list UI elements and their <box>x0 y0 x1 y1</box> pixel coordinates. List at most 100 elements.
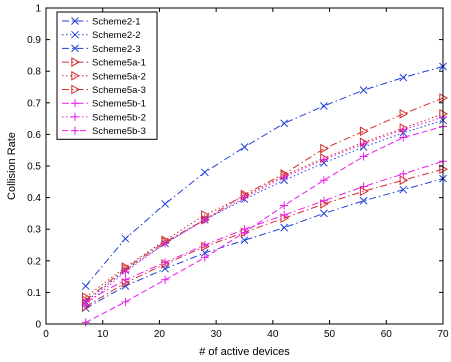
y-tick-label: 0.1 <box>27 288 41 299</box>
legend-label: Scheme5a-1 <box>92 58 146 69</box>
y-tick-label: 0.3 <box>27 225 41 236</box>
data-point-Scheme5a-1-49 <box>320 143 329 154</box>
series-layer <box>81 62 449 327</box>
series-line-Scheme5b-2 <box>85 116 444 306</box>
series-line-Scheme2-2 <box>85 119 444 303</box>
data-point-Scheme5b-3-7 <box>81 318 90 327</box>
data-point-Scheme5a-3-63 <box>399 175 409 186</box>
legend: Scheme2-1 Scheme2-2 Scheme2-3 Scheme5a-1 Sch… <box>56 11 158 140</box>
legend-entry-Scheme5b-3: Scheme5b-3 <box>62 126 146 137</box>
data-point-Scheme2-1-7 <box>81 282 90 290</box>
legend-entry-Scheme2-2: Scheme2-2 <box>62 30 141 41</box>
data-point-Scheme5b-3-28 <box>200 253 209 262</box>
legend-label: Scheme5b-1 <box>92 99 146 110</box>
data-point-Scheme5b-1-21 <box>161 258 170 267</box>
legend-swatch-marker <box>71 84 81 95</box>
x-tick-label: 50 <box>324 329 336 340</box>
data-point-Scheme5b-1-63 <box>399 169 408 178</box>
series-Scheme5b-2 <box>81 113 447 310</box>
data-point-Scheme2-3-42 <box>280 223 289 232</box>
data-point-Scheme5b-1-42 <box>280 210 289 219</box>
data-point-Scheme2-1-42 <box>280 119 289 128</box>
y-tick-label: 0.7 <box>27 98 41 109</box>
series-line-Scheme2-1 <box>85 65 444 287</box>
data-point-Scheme2-3-21 <box>161 264 169 273</box>
data-point-Scheme2-1-21 <box>161 200 169 208</box>
data-point-Scheme5b-2-56 <box>359 139 368 148</box>
x-tick-label: 10 <box>97 329 109 340</box>
x-tick-label: 30 <box>211 329 223 340</box>
data-point-Scheme5b-2-28 <box>200 215 209 224</box>
legend-entry-Scheme2-1: Scheme2-1 <box>62 17 141 28</box>
legend-label: Scheme5b-2 <box>92 112 146 123</box>
legend-swatch-marker <box>71 44 79 53</box>
x-tick-label: 70 <box>437 329 449 340</box>
data-point-Scheme5b-2-49 <box>319 155 328 164</box>
data-point-Scheme5b-1-56 <box>359 182 368 191</box>
y-axis-label: Collision Rate <box>6 132 18 200</box>
data-point-Scheme5b-3-42 <box>280 201 289 210</box>
data-point-Scheme2-1-35 <box>240 143 249 151</box>
x-tick-label: 0 <box>43 329 49 340</box>
y-tick-label: 0.2 <box>27 256 41 267</box>
y-tick-label: 0.9 <box>27 35 41 46</box>
series-line-Scheme5b-1 <box>85 160 444 303</box>
legend-swatch-marker <box>71 17 79 25</box>
data-point-Scheme2-1-28 <box>200 168 209 177</box>
legend-entry-Scheme5a-2: Scheme5a-2 <box>62 70 146 82</box>
legend-label: Scheme2-1 <box>92 17 141 28</box>
data-point-Scheme5b-2-14 <box>121 267 130 276</box>
legend-swatch-marker <box>71 30 79 39</box>
series-line-Scheme5a-3 <box>85 168 444 308</box>
legend-entry-Scheme5a-3: Scheme5a-3 <box>62 84 146 96</box>
data-point-Scheme5b-3-35 <box>240 228 249 237</box>
legend-swatch-marker <box>71 70 81 81</box>
data-point-Scheme5a-1-56 <box>359 126 369 137</box>
data-point-Scheme5b-3-21 <box>161 275 170 284</box>
data-point-Scheme2-3-63 <box>399 185 408 194</box>
legend-entry-Scheme5b-1: Scheme5b-1 <box>62 99 146 110</box>
series-line-Scheme2-3 <box>85 178 444 309</box>
y-tick-label: 0.5 <box>27 162 41 173</box>
legend-swatch-marker <box>71 112 79 121</box>
axes-layer: 0 10 20 30 40 50 60 70 0 0.1 0.2 0.3 0.4 0.5 0.6 0.7 0.8… <box>27 4 449 341</box>
data-point-Scheme2-1-56 <box>359 86 368 95</box>
y-tick-label: 0.4 <box>27 193 41 204</box>
data-point-Scheme5b-2-21 <box>161 239 170 248</box>
legend-label: Scheme2-2 <box>92 30 141 41</box>
data-point-Scheme2-1-49 <box>320 102 328 110</box>
legend-entry-Scheme5a-1: Scheme5a-1 <box>62 57 146 69</box>
legend-swatch-marker <box>71 99 79 108</box>
data-point-Scheme2-3-49 <box>320 209 328 218</box>
data-point-Scheme5b-1-14 <box>121 275 130 284</box>
x-tick-label: 20 <box>154 329 166 340</box>
legend-label: Scheme5b-3 <box>92 126 146 137</box>
data-point-Scheme5b-3-63 <box>399 133 408 142</box>
data-point-Scheme2-1-63 <box>399 73 408 82</box>
data-point-Scheme2-3-56 <box>359 196 368 205</box>
y-tick-label: 0 <box>35 320 41 331</box>
series-line-Scheme5b-3 <box>85 126 444 323</box>
series-line-Scheme5a-2 <box>85 113 444 298</box>
data-point-Scheme5b-2-35 <box>240 193 249 202</box>
legend-swatch-marker <box>71 57 81 67</box>
data-point-Scheme5b-1-28 <box>200 241 209 249</box>
data-point-Scheme5b-2-42 <box>280 173 289 182</box>
data-point-Scheme5b-3-56 <box>359 152 368 161</box>
x-tick-label: 40 <box>267 329 279 340</box>
y-tick-label: 0.8 <box>27 67 41 78</box>
legend-label: Scheme2-3 <box>92 44 141 55</box>
legend-swatch-marker <box>71 126 79 135</box>
legend-entry-Scheme2-3: Scheme2-3 <box>62 44 141 55</box>
legend-label: Scheme5a-2 <box>92 71 146 82</box>
data-point-Scheme5b-1-49 <box>319 196 328 205</box>
series-line-Scheme5a-1 <box>85 97 444 301</box>
legend-label: Scheme5a-3 <box>92 85 146 96</box>
x-tick-label: 60 <box>381 329 393 340</box>
x-axis-label: # of active devices <box>199 346 290 358</box>
data-point-Scheme5a-1-63 <box>399 109 409 119</box>
series-Scheme5b-3 <box>81 122 447 327</box>
y-tick-label: 0.6 <box>27 130 41 141</box>
series-Scheme5b-1 <box>81 157 447 306</box>
